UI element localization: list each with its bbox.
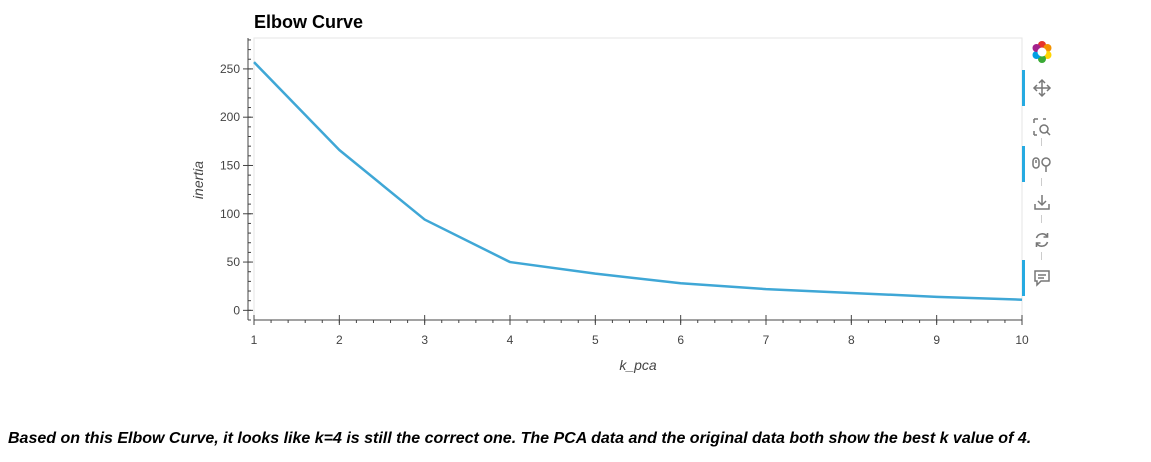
x-tick-label: 9 bbox=[933, 333, 940, 347]
pan-active-indicator bbox=[1022, 70, 1025, 106]
x-tick-label: 6 bbox=[677, 333, 684, 347]
x-axis-label: k_pca bbox=[619, 357, 657, 373]
series-line bbox=[253, 61, 1023, 301]
toolbar-separator bbox=[1041, 138, 1042, 146]
toolbar-separator bbox=[1041, 215, 1042, 223]
conclusion-note: Based on this Elbow Curve, it looks like… bbox=[8, 430, 1032, 447]
x-tick-label: 8 bbox=[848, 333, 855, 347]
x-tick-label: 3 bbox=[421, 333, 428, 347]
x-tick-label: 7 bbox=[763, 333, 770, 347]
save-icon[interactable] bbox=[1030, 190, 1054, 214]
toolbar-separator bbox=[1041, 252, 1042, 260]
y-tick-label: 50 bbox=[227, 255, 241, 269]
y-tick-label: 200 bbox=[220, 110, 240, 124]
chart-title: Elbow Curve bbox=[254, 12, 363, 32]
series-group bbox=[253, 61, 1023, 301]
y-tick-label: 0 bbox=[233, 303, 240, 317]
wheel-zoom-active-indicator bbox=[1022, 146, 1025, 182]
bokeh-logo-icon[interactable] bbox=[1030, 40, 1054, 64]
x-tick-label: 1 bbox=[251, 333, 258, 347]
y-tick-label: 100 bbox=[220, 207, 240, 221]
chart-toolbar bbox=[1020, 38, 1060, 298]
x-tick-label: 4 bbox=[507, 333, 514, 347]
y-axis-label: inertia bbox=[190, 161, 206, 199]
y-axis: 0 50 100 150 200 250 bbox=[220, 38, 253, 321]
x-tick-label: 10 bbox=[1015, 333, 1029, 347]
wheel-zoom-icon[interactable] bbox=[1030, 152, 1054, 176]
box-zoom-icon[interactable] bbox=[1030, 115, 1054, 139]
hover-active-indicator bbox=[1022, 260, 1025, 296]
y-tick-label: 150 bbox=[220, 158, 240, 172]
pan-icon[interactable] bbox=[1030, 76, 1054, 100]
x-tick-label: 2 bbox=[336, 333, 343, 347]
y-tick-label: 250 bbox=[220, 62, 240, 76]
reset-icon[interactable] bbox=[1030, 228, 1054, 252]
x-axis: 1 2 3 4 5 6 7 8 9 10 bbox=[251, 315, 1029, 347]
hover-icon[interactable] bbox=[1030, 266, 1054, 290]
toolbar-separator bbox=[1041, 178, 1042, 186]
x-tick-label: 5 bbox=[592, 333, 599, 347]
